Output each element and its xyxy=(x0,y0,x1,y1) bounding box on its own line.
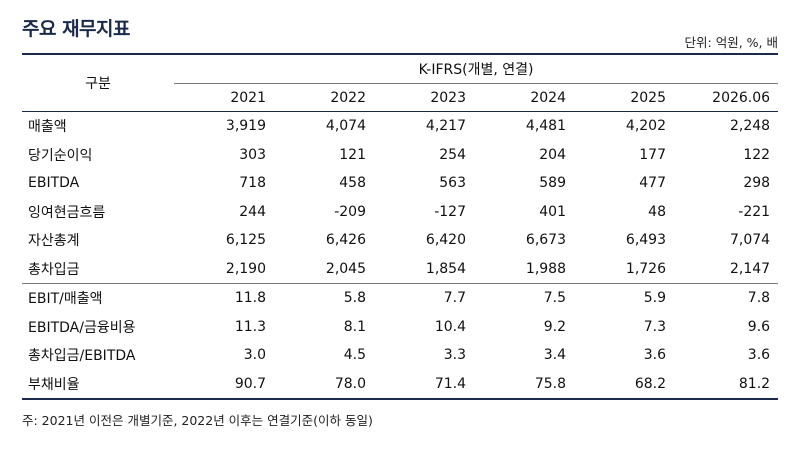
cell-value: 78.0 xyxy=(274,369,374,400)
year-header: 2021 xyxy=(174,83,274,112)
cell-value: 71.4 xyxy=(374,369,474,400)
cell-value: 81.2 xyxy=(674,369,779,400)
cell-value: 1,988 xyxy=(525,260,566,277)
cell-value: 6,420 xyxy=(425,232,466,249)
cell-value: 4,217 xyxy=(425,118,466,135)
cell-value: 254 xyxy=(439,146,466,163)
row-label: 당기순이익 xyxy=(28,147,93,164)
cell-value: 7.5 xyxy=(474,283,574,313)
cell-value: 9.2 xyxy=(543,318,566,335)
table-row: 매출액 3,919 4,074 4,217 4,481 4,202 2,248 xyxy=(22,112,778,141)
table-row: 부채비율 90.7 78.0 71.4 75.8 68.2 81.2 xyxy=(22,369,779,400)
table-row: 자산총계 6,125 6,426 6,420 6,673 6,493 7,074 xyxy=(22,226,778,255)
row-label: EBIT/매출액 xyxy=(22,283,174,313)
cell-value: 563 xyxy=(439,175,466,192)
cell-value: 5.8 xyxy=(274,283,374,313)
cell-value: 2,045 xyxy=(325,260,366,277)
cell-value: -209 xyxy=(334,203,366,220)
table-row: EBITDA/금융비용 11.3 8.1 10.4 9.2 7.3 9.6 xyxy=(22,313,778,342)
cell-value: 7,074 xyxy=(729,232,771,249)
cell-value: 1,854 xyxy=(425,260,466,277)
cell-value: 204 xyxy=(539,146,566,163)
cell-value: 477 xyxy=(639,175,666,192)
year-header: 2024 xyxy=(474,83,574,112)
cell-value: 298 xyxy=(743,175,771,192)
cell-value: 6,125 xyxy=(225,232,266,249)
table-row: 총차입금 2,190 2,045 1,854 1,988 1,726 2,147 xyxy=(22,255,778,284)
cell-value: 3,919 xyxy=(225,118,266,135)
row-label: EBITDA/금융비용 xyxy=(28,319,136,336)
cell-value: -221 xyxy=(738,203,771,220)
cell-value: 401 xyxy=(539,203,566,220)
cell-value: 90.7 xyxy=(174,369,274,400)
cell-value: 121 xyxy=(339,146,366,163)
cell-value: 3.0 xyxy=(243,347,266,364)
cell-value: 4,481 xyxy=(525,118,566,135)
cell-value: 48 xyxy=(648,203,666,220)
cell-value: 7.8 xyxy=(674,283,779,313)
cell-value: 75.8 xyxy=(474,369,574,400)
cell-value: 4,202 xyxy=(625,118,666,135)
cell-value: -127 xyxy=(434,203,466,220)
cell-value: 2,147 xyxy=(729,260,771,277)
cell-value: 3.6 xyxy=(747,347,771,364)
cell-value: 3.3 xyxy=(443,347,466,364)
table-row: 잉여현금흐름 244 -209 -127 401 48 -221 xyxy=(22,198,778,227)
cell-value: 3.4 xyxy=(543,347,566,364)
cell-value: 303 xyxy=(239,146,266,163)
table-row: 당기순이익 303 121 254 204 177 122 xyxy=(22,141,778,170)
row-label: EBITDA xyxy=(28,175,80,192)
row-label: 총차입금 xyxy=(28,261,80,278)
cell-value: 11.3 xyxy=(234,318,266,335)
cell-value: 3.6 xyxy=(643,347,666,364)
cell-value: 10.4 xyxy=(434,318,466,335)
year-header: 2022 xyxy=(274,83,374,112)
financial-table: 구분 K-IFRS(개별, 연결) 2021 2022 2023 2024 20… xyxy=(22,55,779,400)
unit-label: 단위: 억원, %, 배 xyxy=(684,35,778,50)
cell-value: 2,248 xyxy=(729,118,771,135)
top-rule xyxy=(22,53,778,55)
row-header-label: 구분 xyxy=(22,55,174,112)
year-header: 2025 xyxy=(574,83,674,112)
table-row: EBIT/매출액 11.8 5.8 7.7 7.5 5.9 7.8 xyxy=(22,283,779,313)
cell-value: 7.3 xyxy=(643,318,666,335)
group-header: K-IFRS(개별, 연결) xyxy=(174,55,779,84)
cell-value: 9.6 xyxy=(747,318,771,335)
table-row: EBITDA 718 458 563 589 477 298 xyxy=(22,169,778,198)
row-label: 부채비율 xyxy=(22,369,174,400)
row-label: 매출액 xyxy=(28,119,67,136)
row-label: 총차입금/EBITDA xyxy=(28,348,136,365)
footnote: 주: 2021년 이전은 개별기준, 2022년 이후는 연결기준(이하 동일) xyxy=(22,413,373,428)
cell-value: 177 xyxy=(639,146,666,163)
cell-value: 6,673 xyxy=(525,232,566,249)
cell-value: 4.5 xyxy=(343,347,366,364)
cell-value: 11.8 xyxy=(174,283,274,313)
year-header: 2026.06 xyxy=(674,83,779,112)
cell-value: 68.2 xyxy=(574,369,674,400)
cell-value: 6,426 xyxy=(325,232,366,249)
cell-value: 718 xyxy=(239,175,266,192)
cell-value: 7.7 xyxy=(374,283,474,313)
cell-value: 1,726 xyxy=(625,260,666,277)
cell-value: 458 xyxy=(339,175,366,192)
year-header: 2023 xyxy=(374,83,474,112)
page-title: 주요 재무지표 xyxy=(22,18,131,40)
table-row: 총차입금/EBITDA 3.0 4.5 3.3 3.4 3.6 3.6 xyxy=(22,341,778,370)
cell-value: 4,074 xyxy=(325,118,366,135)
cell-value: 6,493 xyxy=(625,232,666,249)
cell-value: 244 xyxy=(239,203,266,220)
cell-value: 589 xyxy=(539,175,566,192)
cell-value: 5.9 xyxy=(574,283,674,313)
row-label: 잉여현금흐름 xyxy=(28,204,106,221)
cell-value: 8.1 xyxy=(343,318,366,335)
row-label: 자산총계 xyxy=(28,233,80,250)
cell-value: 2,190 xyxy=(225,260,266,277)
cell-value: 122 xyxy=(743,146,771,163)
